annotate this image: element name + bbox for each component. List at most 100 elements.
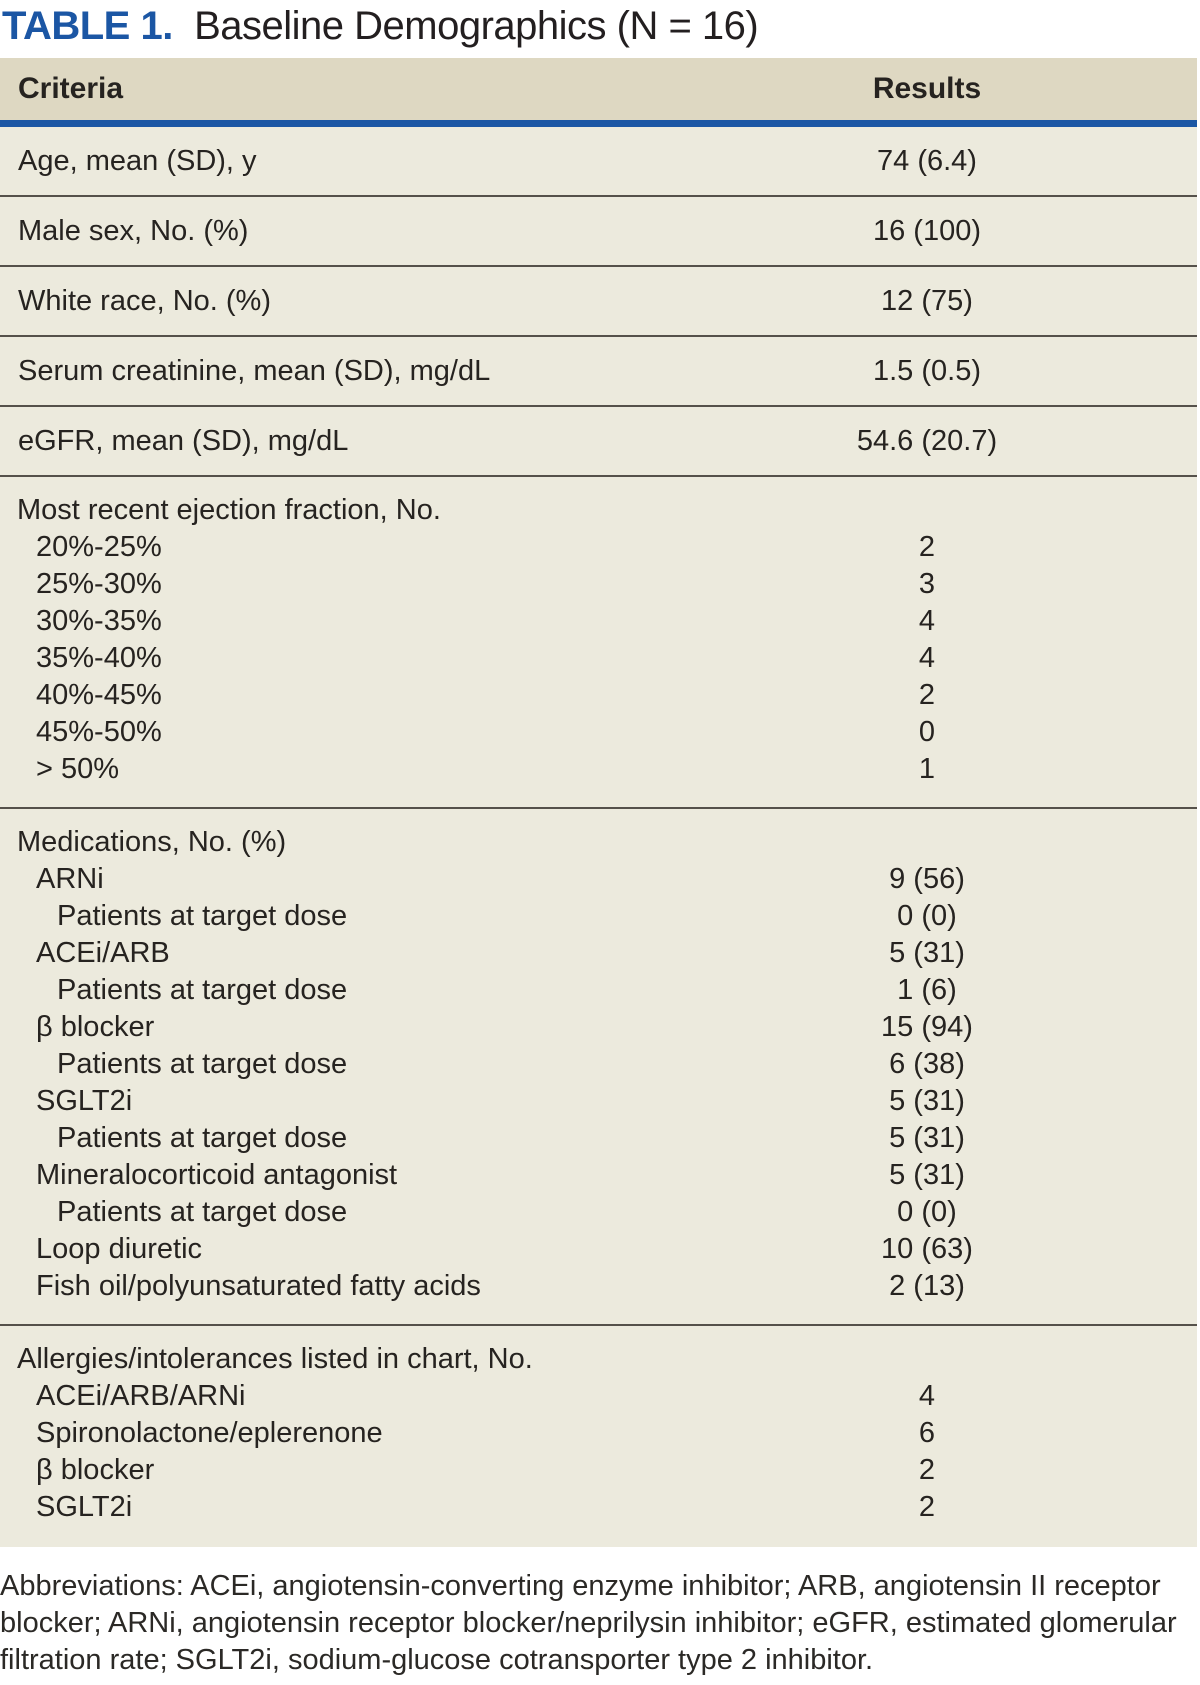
row-value: 4 xyxy=(918,642,936,674)
row-value: 2 (13) xyxy=(889,1270,965,1302)
row-value: 6 (38) xyxy=(889,1048,965,1080)
row-value: 74 (6.4) xyxy=(877,144,977,177)
row-value: 5 (31) xyxy=(889,1085,965,1117)
row-label: ARNi xyxy=(36,863,104,895)
row-label: β blocker xyxy=(36,1011,155,1043)
row-label: β blocker xyxy=(36,1454,155,1486)
row-value: 3 xyxy=(918,568,936,600)
abbreviations-footnote: Abbreviations: ACEi, angiotensin-convert… xyxy=(0,1570,1177,1676)
row-value: 0 (0) xyxy=(897,1196,957,1228)
table-row: Patients at target dose 0 (0) xyxy=(0,1194,1197,1231)
table-row: β blocker 15 (94) xyxy=(0,1009,1197,1046)
table-row: ACEi/ARB/ARNi 4 xyxy=(0,1378,1197,1415)
row-label: Male sex, No. (%) xyxy=(18,214,249,247)
row-value: 10 (63) xyxy=(881,1233,973,1265)
table-row: Spironolactone/eplerenone 6 xyxy=(0,1415,1197,1452)
table-header-row: Criteria Results xyxy=(0,58,1197,120)
row-label: Serum creatinine, mean (SD), mg/dL xyxy=(18,354,491,387)
table-section: Most recent ejection fraction, No. 20%-25… xyxy=(0,477,1197,809)
row-value: 2 xyxy=(918,531,936,563)
section-header-value xyxy=(777,824,1077,861)
column-header-criteria: Criteria xyxy=(18,72,124,105)
row-label: eGFR, mean (SD), mg/dL xyxy=(18,424,349,457)
row-label: Loop diuretic xyxy=(36,1233,203,1265)
section-label: Allergies/intolerances listed in chart, … xyxy=(17,1343,533,1375)
row-value: 5 (31) xyxy=(889,1122,965,1154)
row-label: Spironolactone/eplerenone xyxy=(36,1417,383,1449)
row-label: Patients at target dose xyxy=(57,1048,348,1080)
column-header-results: Results xyxy=(872,72,982,105)
section-header-value xyxy=(777,1341,1077,1378)
row-value: 1 (6) xyxy=(897,974,957,1006)
section-header-row: Most recent ejection fraction, No. xyxy=(0,492,1197,529)
section-label: Medications, No. (%) xyxy=(17,826,287,858)
table-row: SGLT2i 5 (31) xyxy=(0,1083,1197,1120)
row-value: 0 xyxy=(918,716,936,748)
row-label: Mineralocorticoid antagonist xyxy=(36,1159,398,1191)
table-row: 20%-25% 2 xyxy=(0,529,1197,566)
table-row: 40%-45% 2 xyxy=(0,677,1197,714)
table-row: > 50% 1 xyxy=(0,751,1197,788)
table-section: Medications, No. (%) ARNi 9 (56) Patients a… xyxy=(0,809,1197,1326)
table-row: Male sex, No. (%) 16 (100) xyxy=(0,197,1197,267)
table-row: 30%-35% 4 xyxy=(0,603,1197,640)
row-label: 20%-25% xyxy=(36,531,162,563)
row-value: 5 (31) xyxy=(889,1159,965,1191)
row-value: 0 (0) xyxy=(897,900,957,932)
table-row: ARNi 9 (56) xyxy=(0,861,1197,898)
row-value: 12 (75) xyxy=(881,284,973,317)
row-value: 16 (100) xyxy=(872,214,981,247)
table-row: 35%-40% 4 xyxy=(0,640,1197,677)
section-header-row: Allergies/intolerances listed in chart, … xyxy=(0,1341,1197,1378)
row-label: Patients at target dose xyxy=(57,974,348,1006)
row-value: 2 xyxy=(918,1491,936,1523)
demographics-table: Criteria Results Age, mean (SD), y 74 (6.… xyxy=(0,58,1197,1547)
row-label: ACEi/ARB xyxy=(36,937,170,969)
table-row: β blocker 2 xyxy=(0,1452,1197,1489)
row-label: Fish oil/polyunsaturated fatty acids xyxy=(36,1270,481,1302)
row-value: 4 xyxy=(918,1380,936,1412)
row-label: > 50% xyxy=(36,753,120,785)
table-title-inner: Baseline Demographics (N = 16) xyxy=(194,4,759,48)
table-body: Age, mean (SD), y 74 (6.4) Male sex, No. (… xyxy=(0,127,1197,1547)
row-value: 4 xyxy=(918,605,936,637)
row-value: 5 (31) xyxy=(889,937,965,969)
section-header-value xyxy=(777,492,1077,529)
table-row: Patients at target dose 5 (31) xyxy=(0,1120,1197,1157)
row-label: SGLT2i xyxy=(36,1491,133,1523)
table-row: ACEi/ARB 5 (31) xyxy=(0,935,1197,972)
row-value: 2 xyxy=(918,1454,936,1486)
row-label: 25%-30% xyxy=(36,568,162,600)
row-label: Age, mean (SD), y xyxy=(18,144,257,177)
table-row: Serum creatinine, mean (SD), mg/dL 1.5 (0… xyxy=(0,337,1197,407)
table-row: Fish oil/polyunsaturated fatty acids 2 (1… xyxy=(0,1268,1197,1305)
table-row: SGLT2i 2 xyxy=(0,1489,1197,1526)
table-row: Age, mean (SD), y 74 (6.4) xyxy=(0,127,1197,197)
table-row: Loop diuretic 10 (63) xyxy=(0,1231,1197,1268)
table-row: eGFR, mean (SD), mg/dL 54.6 (20.7) xyxy=(0,407,1197,477)
header-accent-bar xyxy=(0,120,1197,127)
table-row: White race, No. (%) 12 (75) xyxy=(0,267,1197,337)
row-value: 1 xyxy=(918,753,936,785)
row-label: Patients at target dose xyxy=(57,1196,348,1228)
row-label: Patients at target dose xyxy=(57,1122,348,1154)
row-label: Patients at target dose xyxy=(57,900,348,932)
table-section: Allergies/intolerances listed in chart, … xyxy=(0,1326,1197,1547)
table-row: 25%-30% 3 xyxy=(0,566,1197,603)
row-value: 1.5 (0.5) xyxy=(873,354,981,387)
row-value: 2 xyxy=(918,679,936,711)
row-label: ACEi/ARB/ARNi xyxy=(36,1380,246,1412)
row-label: 30%-35% xyxy=(36,605,162,637)
table-row: Mineralocorticoid antagonist 5 (31) xyxy=(0,1157,1197,1194)
table-row: Patients at target dose 6 (38) xyxy=(0,1046,1197,1083)
row-value: 54.6 (20.7) xyxy=(856,424,998,457)
row-value: 9 (56) xyxy=(889,863,965,895)
table-title-text: Baseline Demographics (N = 16) xyxy=(183,4,759,48)
row-value: 6 xyxy=(918,1417,936,1449)
row-label: 45%-50% xyxy=(36,716,162,748)
row-label: 40%-45% xyxy=(36,679,162,711)
section-label: Most recent ejection fraction, No. xyxy=(17,494,441,526)
row-label: White race, No. (%) xyxy=(18,284,271,317)
row-value: 15 (94) xyxy=(881,1011,973,1043)
